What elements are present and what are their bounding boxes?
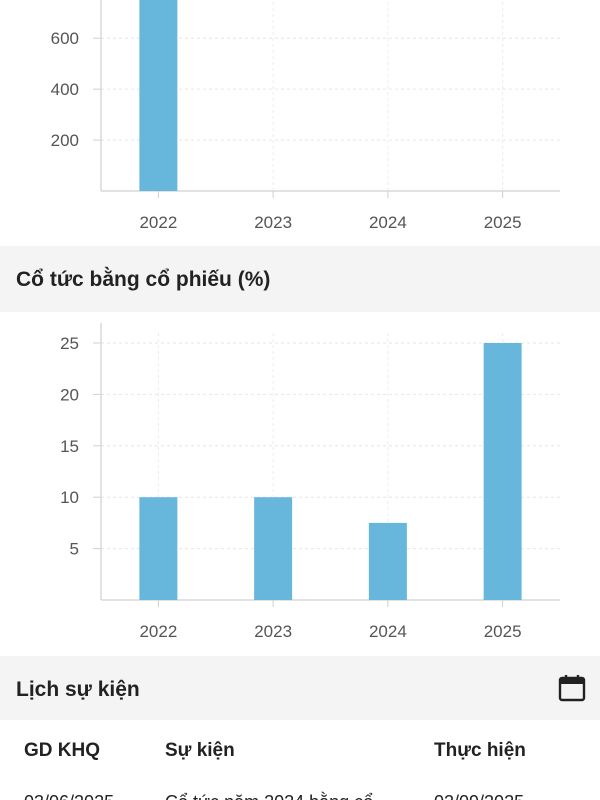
row-ex-date: 03/06/2025 (24, 792, 114, 800)
table-row[interactable]: 03/06/2025 Cổ tức năm 2024 bằng cổ 02/09… (0, 780, 600, 800)
bar (483, 343, 522, 600)
events-header: Lịch sự kiện (0, 656, 600, 720)
events-title: Lịch sự kiện (16, 678, 140, 701)
stock-dividend-chart: 5 10 15 20 25 2022 2023 2024 2025 (0, 312, 600, 656)
cash-dividend-chart: 200 400 600 2022 2023 2024 2025 (0, 0, 600, 246)
column-header-execution[interactable]: Thực hiện (434, 740, 526, 761)
bar (254, 497, 293, 600)
bar (139, 497, 178, 600)
x-tick-label: 2025 (484, 213, 522, 232)
calendar-icon[interactable] (558, 674, 586, 702)
x-tick-label: 2025 (484, 622, 522, 641)
y-tick-label: 25 (60, 334, 79, 353)
y-tick-label: 400 (51, 80, 79, 99)
y-tick-label: 20 (60, 385, 79, 404)
bar (139, 0, 178, 191)
cash-dividend-chart-svg: 200 400 600 2022 2023 2024 2025 (51, 0, 560, 232)
x-tick-label: 2024 (369, 622, 407, 641)
stock-dividend-title: Cổ tức bằng cổ phiếu (%) (16, 268, 271, 291)
bar (368, 522, 407, 600)
y-tick-label: 15 (60, 437, 79, 456)
x-tick-label: 2022 (139, 622, 177, 641)
x-tick-label: 2022 (139, 213, 177, 232)
y-tick-label: 10 (60, 488, 79, 507)
row-execution-date: 02/09/2025 (434, 792, 524, 800)
x-tick-label: 2024 (369, 213, 407, 232)
y-tick-label: 200 (51, 131, 79, 150)
x-tick-label: 2023 (254, 213, 292, 232)
y-tick-label: 5 (70, 540, 79, 559)
row-event: Cổ tức năm 2024 bằng cổ (165, 792, 373, 800)
column-header-ex-date[interactable]: GD KHQ (24, 740, 100, 761)
column-header-event[interactable]: Sự kiện (165, 740, 235, 761)
x-tick-label: 2023 (254, 622, 292, 641)
y-tick-label: 600 (51, 29, 79, 48)
